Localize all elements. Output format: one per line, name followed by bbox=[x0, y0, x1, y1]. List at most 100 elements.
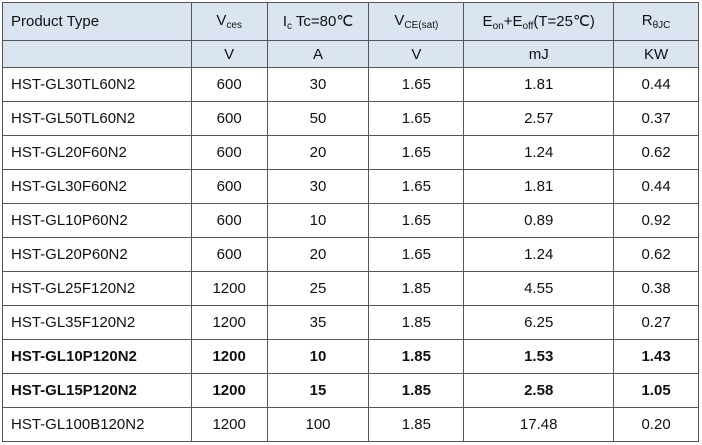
data-cell: 2.57 bbox=[463, 101, 615, 136]
header-text: Product Type bbox=[11, 13, 100, 30]
data-row: HST-GL35F120N2 1200 35 1.85 6.25 0.27 bbox=[2, 305, 699, 340]
header-text: V bbox=[394, 12, 405, 29]
data-cell: 1.24 bbox=[463, 135, 615, 170]
unit-cell: KW bbox=[613, 40, 699, 68]
data-row: HST-GL20F60N2 600 20 1.65 1.24 0.62 bbox=[2, 135, 699, 170]
header-cell: Product Type bbox=[2, 2, 192, 41]
data-cell: 20 bbox=[266, 135, 370, 170]
header-text: Tc=80℃ bbox=[292, 12, 354, 30]
data-cell: 1.81 bbox=[463, 169, 615, 204]
data-row: HST-GL15P120N2 1200 15 1.85 2.58 1.05 bbox=[2, 373, 699, 408]
unit-cell: V bbox=[368, 40, 465, 68]
header-cell: Eon+Eoff(T=25℃) bbox=[463, 2, 615, 41]
data-row: HST-GL10P60N2 600 10 1.65 0.89 0.92 bbox=[2, 203, 699, 238]
data-cell: 0.62 bbox=[613, 135, 699, 170]
header-sub: c bbox=[287, 20, 292, 32]
data-cell: 17.48 bbox=[463, 407, 615, 442]
header-text: R bbox=[641, 12, 653, 29]
data-row: HST-GL50TL60N2 600 50 1.65 2.57 0.37 bbox=[2, 101, 699, 136]
header-text: E bbox=[482, 12, 493, 30]
data-cell: 30 bbox=[266, 169, 370, 204]
data-cell: HST-GL15P120N2 bbox=[2, 373, 192, 408]
unit-cell: mJ bbox=[463, 40, 615, 68]
data-cell: 1.53 bbox=[463, 339, 615, 374]
data-cell: 1.05 bbox=[613, 373, 699, 408]
data-cell: 0.27 bbox=[613, 305, 699, 340]
header-cell: Vces bbox=[190, 2, 268, 41]
header-sub: on bbox=[492, 20, 504, 32]
data-cell: 1.65 bbox=[368, 101, 465, 136]
data-cell: HST-GL20F60N2 bbox=[2, 135, 192, 170]
data-cell: 1.65 bbox=[368, 67, 465, 102]
data-cell: 600 bbox=[190, 135, 268, 170]
data-cell: HST-GL30F60N2 bbox=[2, 169, 192, 204]
data-cell: 0.44 bbox=[613, 67, 699, 102]
header-row: Product Type Vces Ic Tc=80℃ VCE(sat) Eon… bbox=[2, 2, 699, 41]
data-cell: 1200 bbox=[190, 407, 268, 442]
data-cell: 15 bbox=[266, 373, 370, 408]
data-cell: 10 bbox=[266, 203, 370, 238]
header-text: I bbox=[282, 12, 287, 30]
data-cell: 0.37 bbox=[613, 101, 699, 136]
data-cell: 35 bbox=[266, 305, 370, 340]
data-row: HST-GL10P120N2 1200 10 1.85 1.53 1.43 bbox=[2, 339, 699, 374]
data-cell: 1200 bbox=[190, 271, 268, 306]
data-cell: 1.85 bbox=[368, 339, 465, 374]
data-cell: 1.24 bbox=[463, 237, 615, 272]
data-cell: 25 bbox=[266, 271, 370, 306]
header-cell: VCE(sat) bbox=[368, 2, 465, 41]
data-cell: 1.85 bbox=[368, 407, 465, 442]
data-cell: 0.38 bbox=[613, 271, 699, 306]
header-sub: off bbox=[522, 20, 534, 32]
header-sub: θJC bbox=[652, 20, 671, 31]
data-cell: 1.65 bbox=[368, 203, 465, 238]
unit-cell bbox=[2, 40, 192, 68]
data-cell: 1.65 bbox=[368, 135, 465, 170]
data-cell: 600 bbox=[190, 237, 268, 272]
data-cell: HST-GL35F120N2 bbox=[2, 305, 192, 340]
data-row: HST-GL100B120N2 1200 100 1.85 17.48 0.20 bbox=[2, 407, 699, 442]
header-sub: CE(sat) bbox=[404, 20, 439, 31]
data-cell: 0.20 bbox=[613, 407, 699, 442]
data-cell: 1200 bbox=[190, 339, 268, 374]
data-cell: HST-GL100B120N2 bbox=[2, 407, 192, 442]
data-cell: 0.92 bbox=[613, 203, 699, 238]
data-cell: 600 bbox=[190, 203, 268, 238]
data-cell: 600 bbox=[190, 169, 268, 204]
header-cell: RθJC bbox=[613, 2, 699, 41]
data-cell: 20 bbox=[266, 237, 370, 272]
header-text: V bbox=[216, 12, 227, 29]
data-cell: HST-GL25F120N2 bbox=[2, 271, 192, 306]
data-cell: 2.58 bbox=[463, 373, 615, 408]
data-cell: 50 bbox=[266, 101, 370, 136]
data-cell: 0.89 bbox=[463, 203, 615, 238]
data-cell: 1200 bbox=[190, 305, 268, 340]
header-cell: Ic Tc=80℃ bbox=[266, 2, 370, 41]
data-cell: 10 bbox=[266, 339, 370, 374]
data-cell: HST-GL10P60N2 bbox=[2, 203, 192, 238]
data-cell: 100 bbox=[266, 407, 370, 442]
data-cell: 1.85 bbox=[368, 305, 465, 340]
data-cell: 6.25 bbox=[463, 305, 615, 340]
data-cell: HST-GL10P120N2 bbox=[2, 339, 192, 374]
data-cell: 1.85 bbox=[368, 271, 465, 306]
header-sub: ces bbox=[226, 20, 242, 31]
data-row: HST-GL20P60N2 600 20 1.65 1.24 0.62 bbox=[2, 237, 699, 272]
unit-cell: A bbox=[266, 40, 370, 68]
data-cell: 0.44 bbox=[613, 169, 699, 204]
header-text: (T=25℃) bbox=[533, 12, 595, 30]
data-row: HST-GL30F60N2 600 30 1.65 1.81 0.44 bbox=[2, 169, 699, 204]
data-cell: 1.43 bbox=[613, 339, 699, 374]
data-cell: HST-GL20P60N2 bbox=[2, 237, 192, 272]
unit-cell: V bbox=[190, 40, 268, 68]
data-cell: 1.65 bbox=[368, 237, 465, 272]
data-cell: 1.85 bbox=[368, 373, 465, 408]
data-cell: 1.65 bbox=[368, 169, 465, 204]
data-row: HST-GL30TL60N2 600 30 1.65 1.81 0.44 bbox=[2, 67, 699, 102]
header-text: +E bbox=[503, 12, 523, 30]
data-cell: 0.62 bbox=[613, 237, 699, 272]
data-cell: 1.81 bbox=[463, 67, 615, 102]
